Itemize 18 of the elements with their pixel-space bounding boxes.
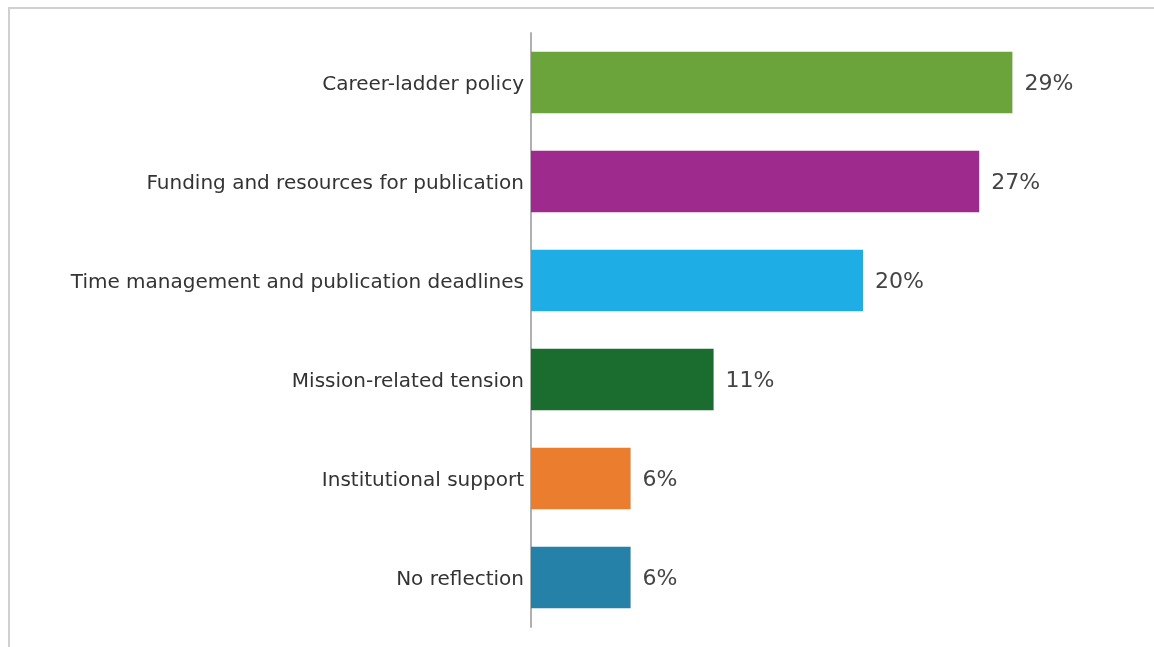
y-tick-label: Funding and resources for publication — [146, 169, 524, 194]
data-label: 6% — [642, 466, 678, 491]
y-tick-label: No reflection — [396, 565, 524, 590]
bar — [531, 51, 1013, 114]
data-label: 27% — [991, 169, 1041, 194]
data-label: 20% — [875, 268, 924, 293]
y-tick-label: Time management and publication deadlines — [69, 268, 524, 293]
bar — [531, 249, 863, 312]
data-label: 29% — [1024, 70, 1074, 95]
y-tick-label: Career-ladder policy — [322, 70, 525, 95]
data-label: 6% — [642, 565, 678, 590]
y-tick-label: Institutional support — [321, 466, 525, 491]
bar — [531, 546, 631, 609]
data-label: 11% — [725, 367, 775, 392]
y-tick-label: Mission-related tension — [291, 367, 524, 392]
bar — [531, 150, 980, 213]
bar — [531, 447, 631, 510]
bar — [531, 348, 714, 411]
